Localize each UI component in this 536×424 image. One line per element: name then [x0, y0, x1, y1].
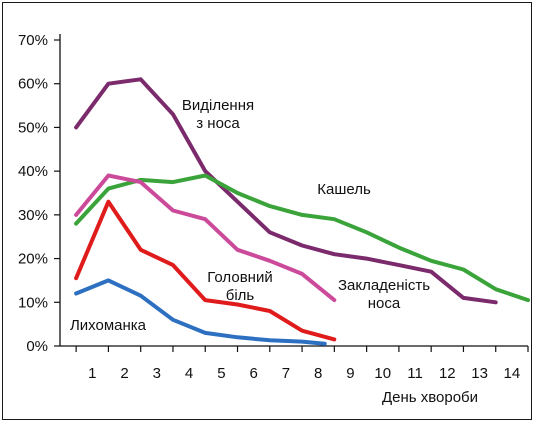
series-line-1 — [74, 173, 530, 303]
x-tick-label: 14 — [504, 365, 521, 382]
series-label-3: Головний — [207, 269, 272, 286]
series-line-3 — [74, 199, 337, 342]
series-label-2: носа — [368, 295, 401, 312]
x-tick-label: 3 — [153, 365, 161, 382]
series-line-2 — [74, 173, 337, 303]
x-tick-label: 7 — [282, 365, 290, 382]
axes: 0%10%20%30%40%50%60%70%1 2 3 4 5 6 7 8 9 10 11 12 13… — [18, 32, 529, 382]
x-tick-label: 11 — [407, 365, 423, 382]
x-tick-label: 2 — [120, 365, 128, 382]
y-tick-label: 60% — [18, 76, 48, 93]
y-tick-label: 10% — [18, 294, 48, 311]
x-tick-label: 13 — [471, 365, 488, 382]
y-tick-label: 70% — [18, 32, 48, 49]
series-line-0 — [74, 77, 498, 305]
chart-frame — [2, 2, 532, 420]
x-tick-label: 8 — [314, 365, 322, 382]
series-lines — [74, 77, 530, 346]
series-label-2: Закладеність — [338, 277, 430, 294]
x-tick-label: 4 — [185, 365, 193, 382]
series-line-4 — [74, 278, 327, 346]
x-axis-label: День хвороби — [382, 389, 478, 406]
x-tick-label: 12 — [439, 365, 456, 382]
x-tick-label: 10 — [374, 365, 391, 382]
y-tick-label: 50% — [18, 119, 48, 136]
y-tick-label: 40% — [18, 163, 48, 180]
series-label-4: Лихоманка — [70, 317, 147, 334]
series-label-3: біль — [226, 287, 255, 304]
series-label-0: з носа — [196, 115, 240, 132]
y-tick-label: 0% — [26, 338, 48, 355]
x-tick-label: 1 — [88, 365, 96, 382]
y-tick-label: 30% — [18, 207, 48, 224]
series-label-1: Кашель — [317, 181, 371, 198]
y-tick-label: 20% — [18, 251, 48, 268]
series-label-0: Виділення — [182, 97, 254, 114]
x-tick-label: 6 — [249, 365, 257, 382]
x-tick-label: 9 — [346, 365, 354, 382]
x-tick-label: 5 — [217, 365, 225, 382]
